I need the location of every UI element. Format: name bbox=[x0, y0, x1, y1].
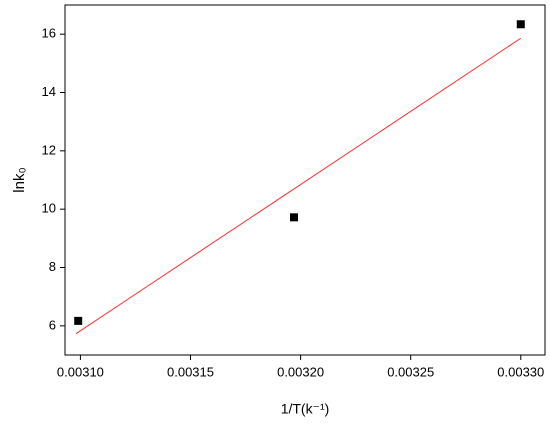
y-tick-label: 8 bbox=[49, 259, 56, 274]
x-tick-label: 0.00320 bbox=[277, 364, 324, 379]
y-tick-label: 10 bbox=[42, 201, 56, 216]
y-tick-label: 6 bbox=[49, 317, 56, 332]
data-point bbox=[74, 316, 83, 325]
data-point bbox=[516, 20, 525, 29]
plot-frame bbox=[64, 4, 546, 356]
fit-line bbox=[75, 37, 522, 335]
data-point bbox=[289, 213, 298, 222]
x-tick-label: 0.00310 bbox=[57, 364, 104, 379]
y-tick-label: 14 bbox=[42, 84, 56, 99]
y-axis-label: lnk₀ bbox=[11, 167, 28, 192]
y-tick-label: 12 bbox=[42, 142, 56, 157]
y-tick-label: 16 bbox=[42, 26, 56, 41]
x-tick-label: 0.00315 bbox=[167, 364, 214, 379]
x-tick-label: 0.00325 bbox=[387, 364, 434, 379]
x-axis-label: 1/T(k⁻¹) bbox=[281, 401, 330, 417]
x-tick-label: 0.00330 bbox=[497, 364, 544, 379]
